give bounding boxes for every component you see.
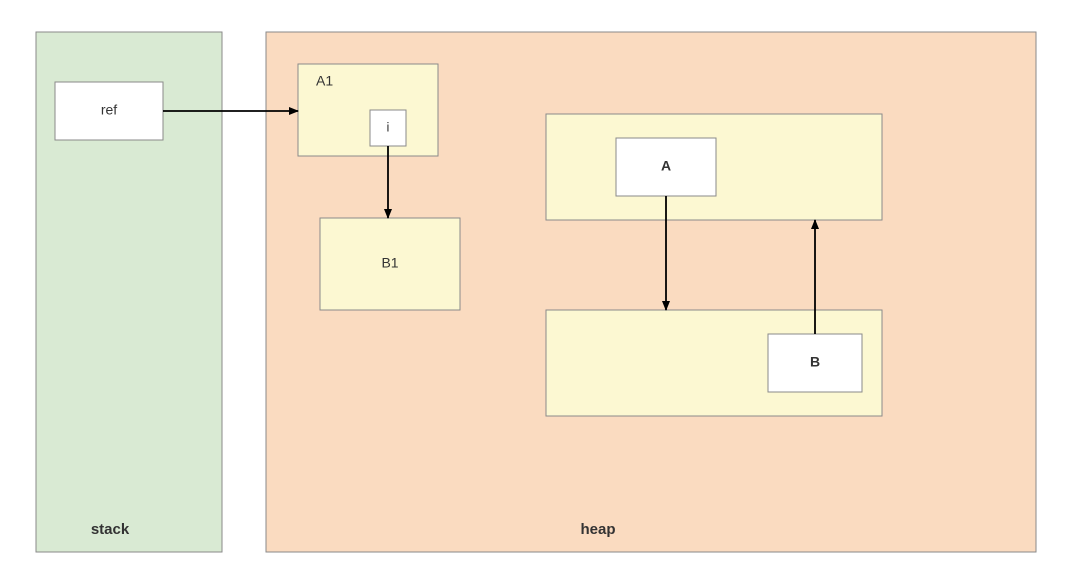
node-label-A1: A1 [316,73,333,89]
stack-label: stack [91,521,130,538]
node-label-ref: ref [101,102,117,118]
node-label-A: A [661,158,671,174]
node-label-i: i [387,119,390,134]
node-label-B: B [810,354,820,370]
heap-label: heap [580,521,615,538]
node-label-B1: B1 [381,255,398,271]
